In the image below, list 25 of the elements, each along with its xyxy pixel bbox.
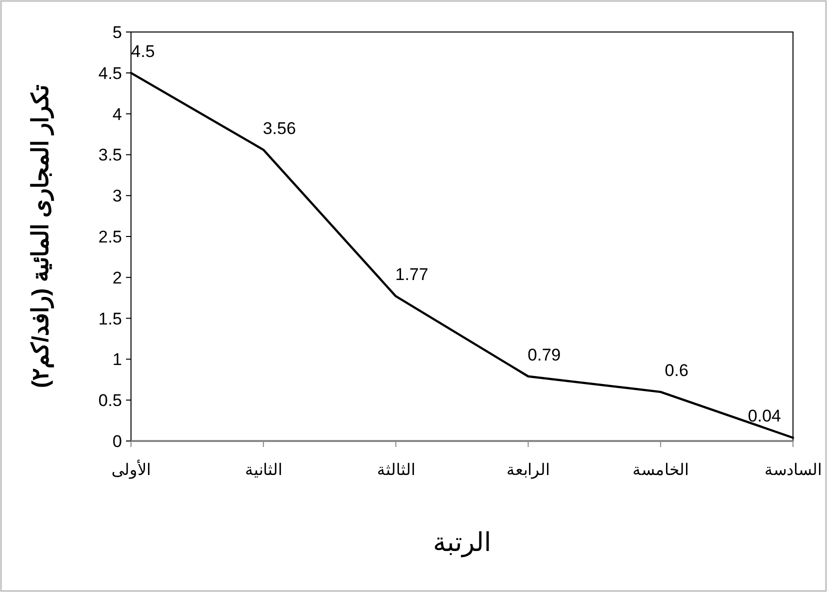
y-tick-label: 1.5 xyxy=(98,309,122,328)
y-tick-label: 0 xyxy=(112,432,122,451)
y-tick-label: 0.5 xyxy=(98,391,122,410)
x-tick-label: الثانية xyxy=(244,462,282,479)
y-tick-label: 3 xyxy=(112,186,122,206)
y-tick-label: 2 xyxy=(112,268,122,288)
x-axis-title: الرتبة xyxy=(433,527,491,558)
data-label: 0.04 xyxy=(748,406,781,426)
y-tick-label: 3.5 xyxy=(98,146,122,165)
y-tick-label: 1 xyxy=(112,350,122,370)
y-tick-label: 5 xyxy=(112,22,122,42)
y-tick-label: 4 xyxy=(112,104,122,124)
y-tick-label: 4.5 xyxy=(98,64,122,83)
data-label: 3.56 xyxy=(262,118,296,138)
data-label: 0.6 xyxy=(664,360,688,380)
data-label: 4.5 xyxy=(131,42,155,61)
y-axis-title: تكرار المجارى المائية (رافد/كم٢) xyxy=(27,84,55,388)
data-label: 0.79 xyxy=(528,345,561,364)
data-label: 1.77 xyxy=(395,265,428,284)
y-tick-label: 2.5 xyxy=(98,227,122,246)
x-tick-label: الثالثة xyxy=(376,462,415,479)
x-tick-label: السادسة xyxy=(764,462,822,479)
x-tick-label: الخامسة xyxy=(632,462,689,479)
x-tick-label: الأولى xyxy=(112,460,150,479)
x-tick-label: الرابعة xyxy=(506,462,550,479)
